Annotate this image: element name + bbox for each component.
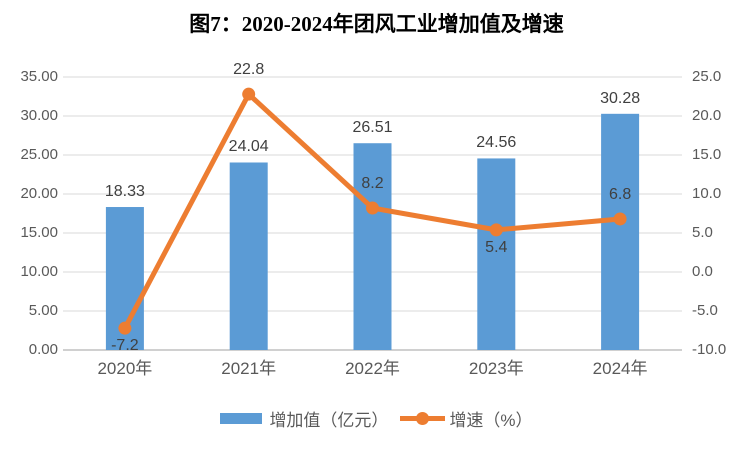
- line-marker-2020: [118, 321, 132, 335]
- legend-bar-swatch-icon: [220, 413, 263, 424]
- legend-line-marker-icon: [416, 412, 430, 425]
- bar-2023: [477, 158, 516, 350]
- legend-line-swatch-icon: [400, 412, 446, 425]
- bar-2024: [601, 113, 640, 350]
- bar-2021: [229, 162, 268, 350]
- chart-title: 图7：2020-2024年团风工业增加值及增速: [189, 12, 564, 36]
- line-marker-2024: [613, 212, 627, 226]
- line-marker-2021: [242, 87, 256, 101]
- line-marker-2023: [489, 223, 503, 237]
- legend-bar-label: 增加值（亿元）: [269, 411, 389, 430]
- bar-2022: [353, 143, 392, 350]
- line-marker-2022: [366, 201, 379, 215]
- legend: 增加值（亿元） 增速（%）: [0, 406, 753, 431]
- legend-line-label: 增速（%）: [449, 411, 533, 430]
